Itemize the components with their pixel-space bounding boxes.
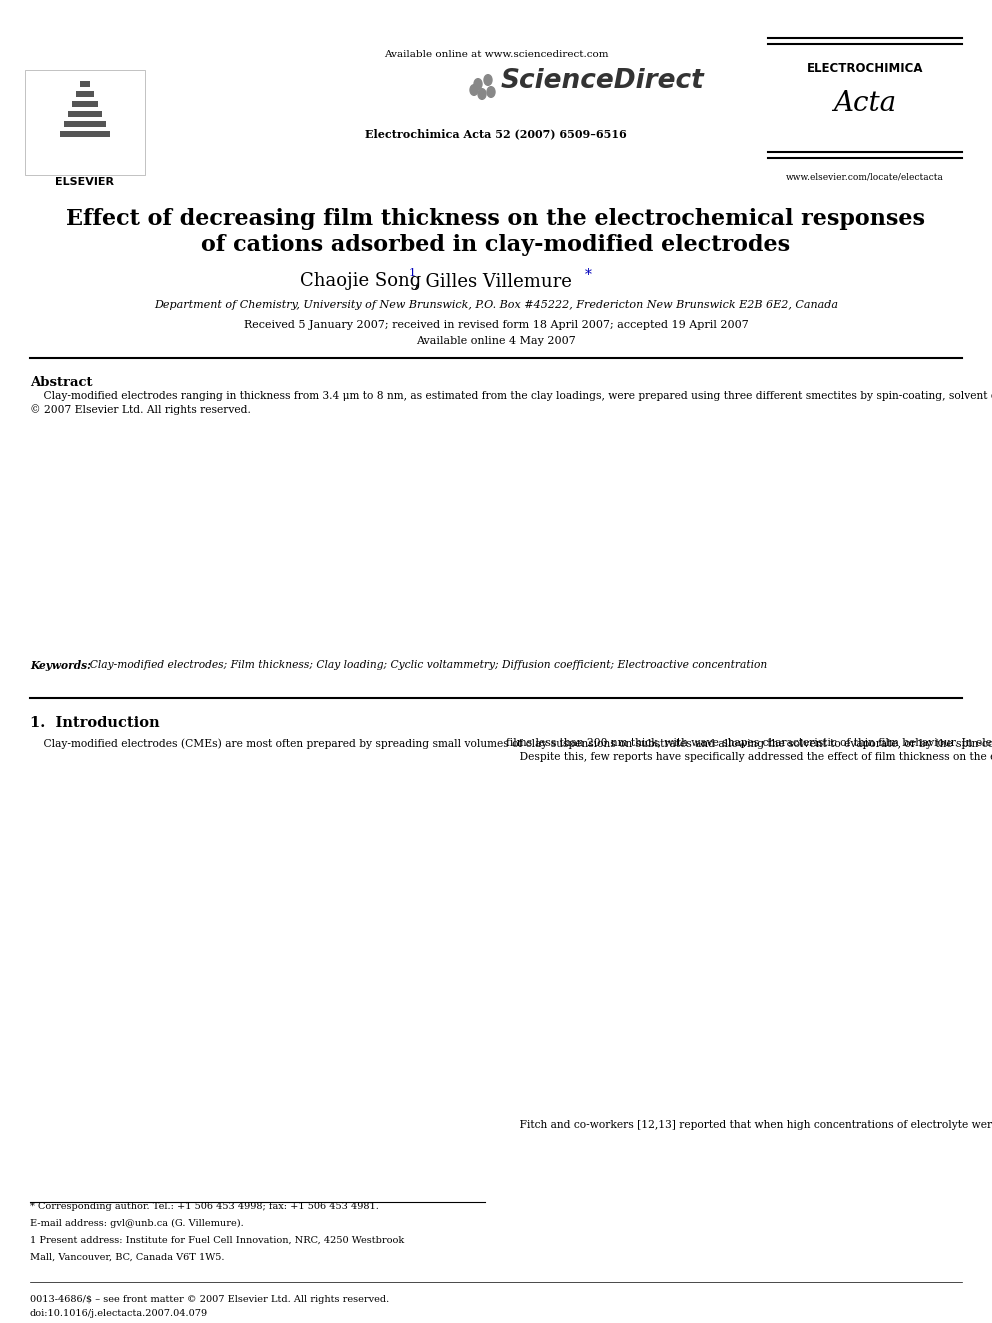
Circle shape (484, 74, 492, 86)
Text: 0013-4686/$ – see front matter © 2007 Elsevier Ltd. All rights reserved.: 0013-4686/$ – see front matter © 2007 El… (30, 1295, 389, 1304)
Circle shape (478, 89, 486, 99)
Text: www.elsevier.com/locate/electacta: www.elsevier.com/locate/electacta (786, 172, 944, 181)
Text: Available online 4 May 2007: Available online 4 May 2007 (416, 336, 576, 347)
Text: *: * (585, 269, 592, 282)
Bar (25, 70, 145, 175)
Text: Effect of decreasing film thickness on the electrochemical responses: Effect of decreasing film thickness on t… (66, 208, 926, 230)
Text: of cations adsorbed in clay-modified electrodes: of cations adsorbed in clay-modified ele… (201, 234, 791, 255)
Text: Received 5 January 2007; received in revised form 18 April 2007; accepted 19 Apr: Received 5 January 2007; received in rev… (244, 320, 748, 329)
Text: Fitch and co-workers [12,13] reported that when high concentrations of electroly: Fitch and co-workers [12,13] reported th… (506, 1121, 992, 1130)
Bar (64, 120, 106, 127)
Bar (60, 131, 110, 138)
Bar (76, 91, 94, 97)
Text: ELECTROCHIMICA: ELECTROCHIMICA (806, 62, 924, 75)
Text: 1 Present address: Institute for Fuel Cell Innovation, NRC, 4250 Westbrook: 1 Present address: Institute for Fuel Ce… (30, 1236, 405, 1245)
Circle shape (487, 87, 495, 98)
Text: ScienceDirect: ScienceDirect (501, 67, 704, 94)
Text: Clay-modified electrodes ranging in thickness from 3.4 μm to 8 nm, as estimated : Clay-modified electrodes ranging in thic… (30, 390, 992, 415)
Bar (68, 111, 102, 116)
Text: Abstract: Abstract (30, 376, 92, 389)
Text: films less than 200 nm thick, with wave shapes characteristic of thin film behav: films less than 200 nm thick, with wave … (506, 738, 992, 762)
Text: , Gilles Villemure: , Gilles Villemure (414, 273, 571, 290)
Text: Acta: Acta (833, 90, 897, 116)
Text: Department of Chemistry, University of New Brunswick, P.O. Box #45222, Frederict: Department of Chemistry, University of N… (154, 300, 838, 310)
Text: E-mail address: gvl@unb.ca (G. Villemure).: E-mail address: gvl@unb.ca (G. Villemure… (30, 1218, 244, 1228)
Text: 1.  Introduction: 1. Introduction (30, 716, 160, 730)
Text: Chaojie Song: Chaojie Song (300, 273, 422, 290)
Text: Clay-modified electrodes; Film thickness; Clay loading; Cyclic voltammetry; Diff: Clay-modified electrodes; Film thickness… (82, 660, 767, 669)
Text: ELSEVIER: ELSEVIER (56, 177, 114, 187)
Text: * Corresponding author. Tel.: +1 506 453 4998; fax: +1 506 453 4981.: * Corresponding author. Tel.: +1 506 453… (30, 1203, 379, 1211)
Bar (80, 81, 90, 87)
Bar (72, 101, 98, 107)
Text: Clay-modified electrodes (CMEs) are most often prepared by spreading small volum: Clay-modified electrodes (CMEs) are most… (30, 738, 992, 749)
Circle shape (474, 78, 482, 90)
Text: Electrochimica Acta 52 (2007) 6509–6516: Electrochimica Acta 52 (2007) 6509–6516 (365, 128, 627, 139)
Text: Keywords:: Keywords: (30, 660, 91, 671)
Text: Available online at www.sciencedirect.com: Available online at www.sciencedirect.co… (384, 50, 608, 60)
Circle shape (470, 85, 478, 95)
Text: doi:10.1016/j.electacta.2007.04.079: doi:10.1016/j.electacta.2007.04.079 (30, 1308, 208, 1318)
Text: Mall, Vancouver, BC, Canada V6T 1W5.: Mall, Vancouver, BC, Canada V6T 1W5. (30, 1253, 224, 1262)
Text: 1: 1 (409, 269, 416, 278)
